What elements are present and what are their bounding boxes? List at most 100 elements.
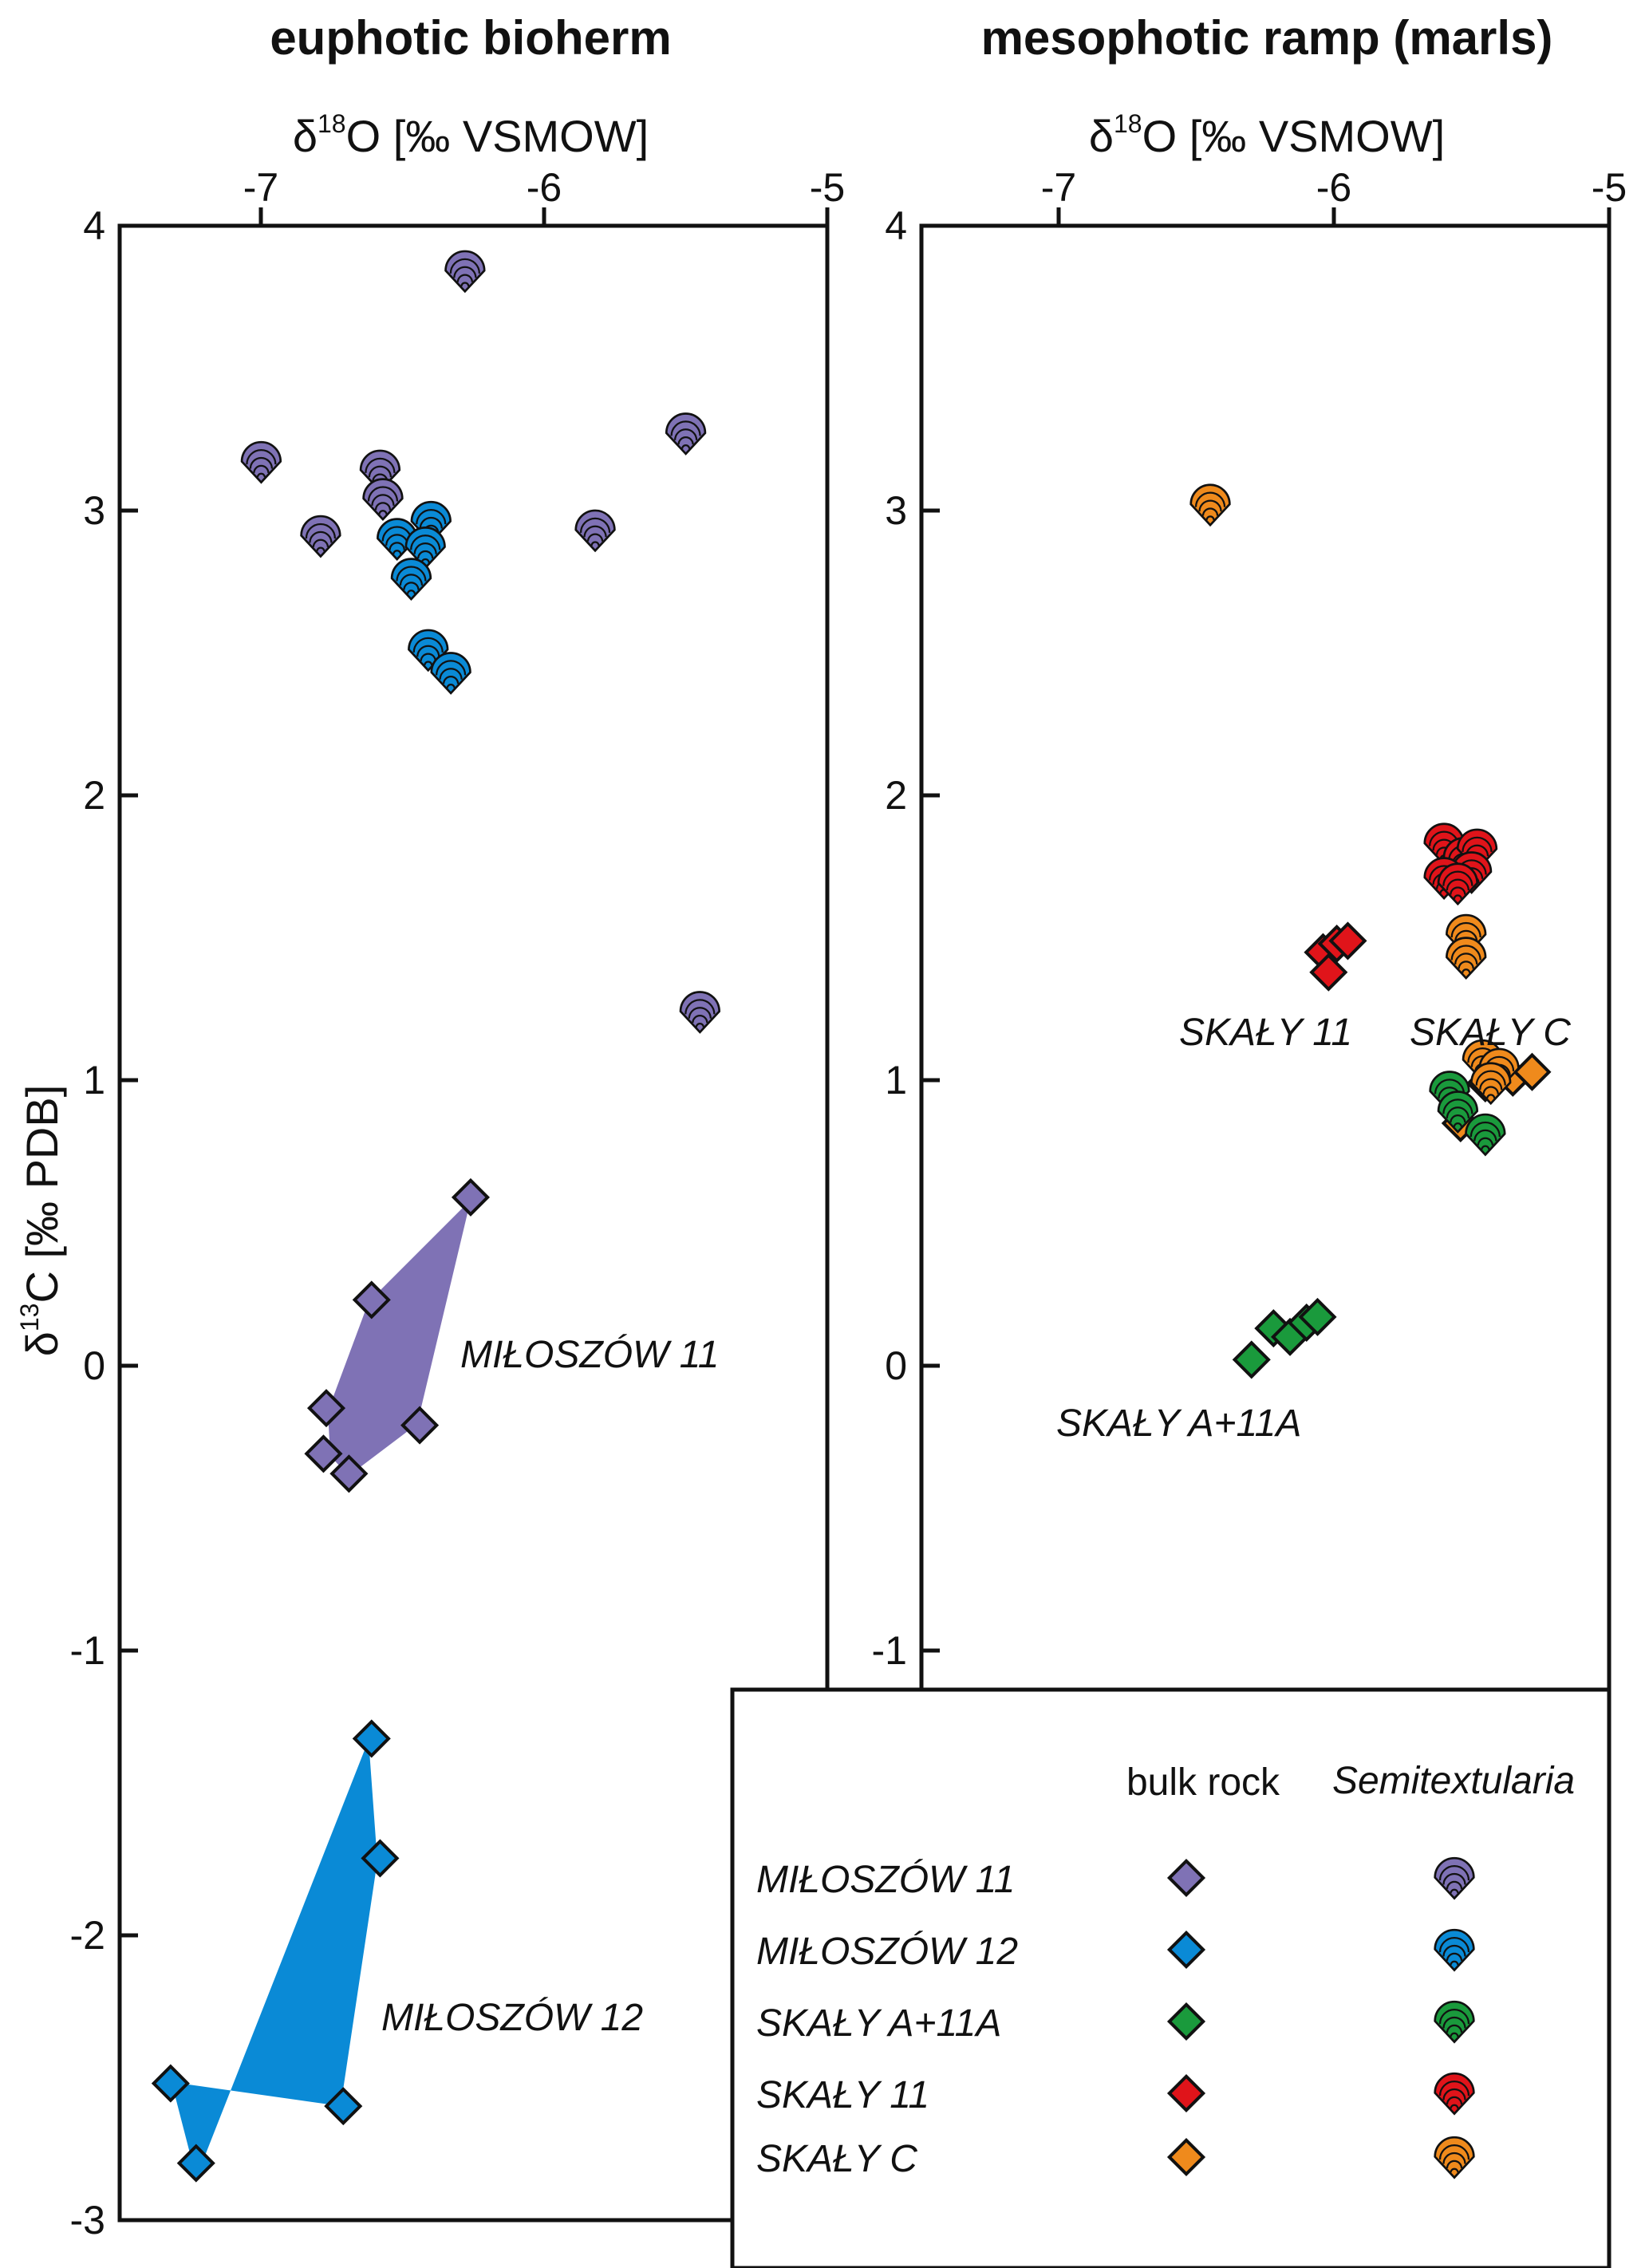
miloszow-11-bulk-rock-diamond-point	[329, 1454, 369, 1493]
panel-1-y-tick-label: -3	[70, 2198, 105, 2242]
panel-2-x-tick-label: -7	[1041, 165, 1076, 210]
panel-2-x-axis-label-delta: δ	[1089, 111, 1114, 161]
miloszow-11-bulk-rock-diamond-point	[352, 1280, 391, 1319]
skaly-a-11a-bulk-rock-diamond-point	[1232, 1340, 1271, 1379]
panel-2-x-axis-label-sup: 18	[1114, 109, 1142, 138]
panel-1-y-axis-label-sup: 13	[15, 1304, 44, 1332]
skaly-c-bulk-rock-diamond-point	[1513, 1052, 1552, 1091]
miloszow-11-semitextularia-shell-point	[240, 440, 282, 483]
miloszow-11-semitextularia-shell-point	[574, 509, 616, 552]
legend-row-miloszow-12: MIŁOSZÓW 12	[756, 1928, 1475, 1973]
panel-euphotic-bioherm: euphotic bioherm δ18O [‰ VSMOW] δ13C [‰ …	[15, 11, 845, 2242]
legend-bulk-diamond-marker	[1166, 1858, 1206, 1898]
miloszow-11-semitextularia-shell-point	[665, 412, 707, 456]
panel-1-y-tick-labels: 4 3 2 1 0 -1 -2 -3	[70, 203, 105, 2242]
panel-1-x-axis-label-sup: 18	[318, 109, 346, 138]
legend-label: MIŁOSZÓW 11	[756, 1858, 1016, 1901]
hull-miloszow-12	[172, 1740, 377, 2178]
legend-bulk-diamond-marker	[1166, 1930, 1206, 1970]
miloszow-11-semitextularia-shell-point	[300, 515, 341, 558]
legend-bulk-diamond-marker	[1166, 2002, 1206, 2041]
miloszow-11-bulk-rock-diamond-point	[400, 1406, 440, 1445]
panel-1-title: euphotic bioherm	[270, 11, 671, 65]
panel-1-y-tick-label: -1	[70, 1628, 105, 1673]
legend-label: SKAŁY A+11A	[756, 2002, 1001, 2045]
panel-2-data-points	[1189, 483, 1552, 1379]
miloszow-11-semitextularia-shell-point	[679, 991, 720, 1034]
legend-row-skaly-a-11a: SKAŁY A+11A	[756, 2000, 1475, 2045]
legend-header-bulk-rock: bulk rock	[1126, 1761, 1280, 1804]
panel-2-title: mesophotic ramp (marls)	[981, 11, 1553, 65]
panel-1-x-axis-label: δ18O [‰ VSMOW]	[293, 109, 649, 161]
panel-2-y-tick-label: -1	[872, 1628, 907, 1673]
skaly-11-bulk-rock-diamond-point	[1328, 921, 1367, 960]
annotation-miloszow-11: MIŁOSZÓW 11	[460, 1333, 720, 1376]
panel-2-y-tick-label: 2	[885, 773, 907, 818]
skaly-c-semitextularia-shell-point	[1189, 483, 1231, 527]
panel-2-x-tick-label: -5	[1592, 165, 1627, 210]
skaly-c-semitextularia-shell-point	[1446, 937, 1487, 980]
miloszow-12-bulk-rock-diamond-point	[361, 1839, 400, 1878]
panel-2-plot-frame	[919, 223, 1612, 1690]
annotation-miloszow-12: MIŁOSZÓW 12	[381, 1996, 643, 2039]
panel-1-y-axis-label-delta: δ	[17, 1331, 67, 1356]
miloszow-11-semitextularia-shell-point	[362, 478, 404, 521]
panel-1-y-tick-label: 1	[83, 1058, 105, 1102]
panel-2-x-tick-marks	[1056, 207, 1612, 226]
panel-2-x-tick-labels: -7 -6 -5	[1041, 165, 1627, 210]
miloszow-11-bulk-rock-diamond-point	[306, 1389, 346, 1428]
miloszow-11-bulk-rock-diamond-point	[451, 1177, 490, 1217]
panel-2-y-tick-labels: 4 3 2 1 0 -1	[872, 203, 907, 1673]
panel-2-x-axis-label-rest: O [‰ VSMOW]	[1142, 111, 1446, 161]
legend-box	[730, 1687, 1612, 2268]
panel-1-x-tick-label: -6	[527, 165, 562, 210]
panel-1-y-tick-marks	[120, 223, 138, 2223]
skaly-a-11a-semitextularia-shell-point	[1465, 1113, 1506, 1156]
legend-bulk-diamond-marker	[1166, 2073, 1206, 2113]
legend-row-skaly-c: SKAŁY C	[756, 2136, 1475, 2180]
legend-label: SKAŁY 11	[756, 2074, 929, 2116]
panel-mesophotic-ramp: mesophotic ramp (marls) δ18O [‰ VSMOW] -…	[872, 11, 1627, 1690]
panel-1-y-tick-label: -2	[70, 1913, 105, 1958]
panel-1-y-tick-label: 3	[83, 488, 105, 533]
miloszow-11-semitextularia-shell-point	[444, 250, 486, 293]
panel-1-y-tick-label: 0	[83, 1343, 105, 1388]
panel-1-y-tick-label: 4	[83, 203, 105, 248]
skaly-c-semitextularia-shell-point	[1470, 1062, 1512, 1105]
panel-1-y-tick-label: 2	[83, 773, 105, 818]
miloszow-11-bulk-rock-diamond-point	[304, 1434, 343, 1473]
panel-2-y-tick-label: 1	[885, 1058, 907, 1102]
legend-label: SKAŁY C	[756, 2138, 917, 2180]
legend-header-semitextularia: Semitextularia	[1332, 1760, 1575, 1802]
panel-1-data-points	[151, 250, 720, 2183]
legend: bulk rock Semitextularia MIŁOSZÓW 11 MIŁ…	[730, 1687, 1612, 2268]
annotation-skaly-11: SKAŁY 11	[1179, 1012, 1352, 1054]
panel-1-x-tick-label: -7	[243, 165, 278, 210]
annotation-skaly-a-11a: SKAŁY A+11A	[1056, 1402, 1301, 1445]
panel-1-plot-frame	[117, 223, 830, 2223]
miloszow-12-semitextularia-shell-point	[430, 652, 471, 695]
legend-row-skaly-11: SKAŁY 11	[756, 2072, 1475, 2116]
legend-bulk-diamond-marker	[1166, 2137, 1206, 2177]
skaly-a-11a-bulk-rock-diamond-point	[1298, 1297, 1337, 1336]
legend-row-miloszow-11: MIŁOSZÓW 11	[756, 1856, 1475, 1901]
legend-label: MIŁOSZÓW 12	[756, 1930, 1018, 1973]
hull-miloszow-11	[328, 1200, 471, 1476]
panel-2-x-axis-label: δ18O [‰ VSMOW]	[1089, 109, 1445, 161]
panel-1-x-tick-label: -5	[810, 165, 845, 210]
miloszow-12-bulk-rock-diamond-point	[176, 2144, 215, 2183]
panel-2-y-tick-label: 0	[885, 1343, 907, 1388]
panel-1-x-axis-label-delta: δ	[293, 111, 318, 161]
panel-2-y-tick-marks	[921, 223, 940, 1653]
miloszow-12-bulk-rock-diamond-point	[352, 1719, 391, 1758]
panel-1-y-axis-label-rest: C [‰ PDB]	[17, 1085, 67, 1304]
miloszow-12-semitextularia-shell-point	[390, 558, 432, 601]
panel-2-x-tick-label: -6	[1316, 165, 1351, 210]
panel-1-x-axis-label-rest: O [‰ VSMOW]	[346, 111, 649, 161]
panel-1-x-tick-marks	[258, 207, 830, 226]
panel-1-hulls	[172, 1200, 471, 2178]
skaly-11-bulk-rock-diamond-point	[1309, 953, 1348, 992]
miloszow-12-bulk-rock-diamond-point	[151, 2064, 190, 2103]
miloszow-12-bulk-rock-diamond-point	[324, 2087, 363, 2126]
